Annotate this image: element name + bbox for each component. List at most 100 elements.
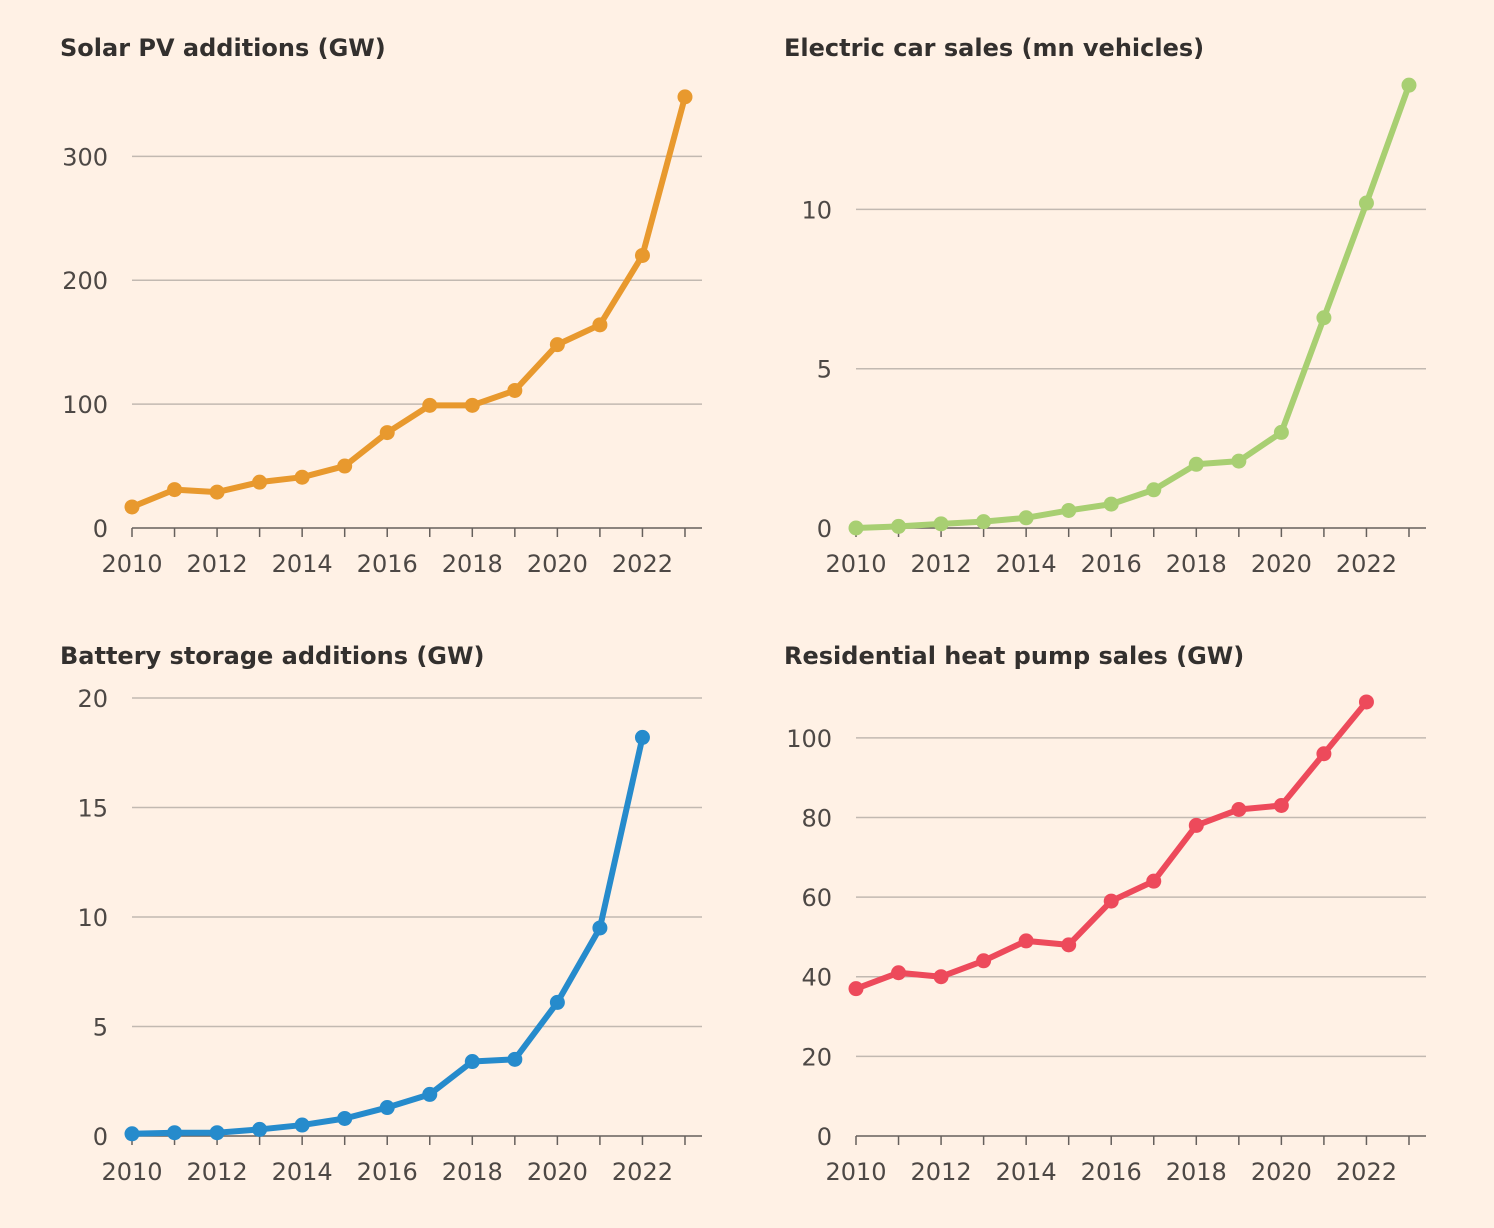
y-tick-label: 5 [817, 356, 832, 384]
data-point [252, 474, 268, 490]
x-tick-label: 2022 [612, 550, 673, 578]
y-tick-label: 60 [801, 884, 832, 912]
x-tick-label: 2018 [442, 1158, 503, 1186]
y-tick-label: 300 [62, 143, 108, 171]
x-tick-label: 2010 [101, 1158, 162, 1186]
data-point [1358, 694, 1374, 710]
line-chart-heat-pumps: 0 20 40 60 80 100 2010 2012 2014 2016 2018 2020 2022 [786, 694, 1426, 1186]
x-tick-label: 2010 [825, 550, 886, 578]
data-point [976, 514, 992, 530]
chart-panel-solar-pv: Solar PV additions (GW) 0 100 200 300 2010 20… [60, 0, 780, 600]
y-tick-label: 80 [801, 804, 832, 832]
x-tick-label: 2022 [1336, 550, 1397, 578]
x-tick-label: 2016 [357, 550, 418, 578]
data-point [1146, 873, 1162, 889]
x-tick-label: 2012 [911, 1158, 972, 1186]
data-point [252, 1121, 268, 1137]
y-tick-label: 10 [77, 904, 108, 932]
data-point [379, 1100, 395, 1116]
y-tick-label: 0 [817, 515, 832, 543]
data-point [634, 247, 650, 263]
data-point [592, 317, 608, 333]
data-point [209, 1125, 225, 1141]
x-tick-label: 2020 [527, 1158, 588, 1186]
y-tick-label: 100 [62, 391, 108, 419]
y-tick-label: 0 [817, 1123, 832, 1151]
data-point [549, 337, 565, 353]
x-tick-label: 2016 [1081, 1158, 1142, 1186]
x-tick-label: 2014 [996, 1158, 1057, 1186]
data-point [124, 1126, 140, 1142]
data-point [294, 1117, 310, 1133]
chart-panel-heat-pumps: Residential heat pump sales (GW) 0 20 40 60… [784, 608, 1494, 1208]
data-point [1018, 933, 1034, 949]
series-line [129, 93, 688, 510]
data-point [1231, 801, 1247, 817]
data-point [677, 89, 693, 105]
chart-panel-battery-storage: Battery storage additions (GW) 0 5 10 15 20 2… [60, 608, 780, 1208]
x-tick-label: 2014 [272, 1158, 333, 1186]
line-chart-solar-pv: 0 100 200 300 2010 2012 2014 2016 2018 2020 2022 [62, 89, 702, 578]
y-tick-label: 20 [77, 685, 108, 713]
data-point [1231, 453, 1247, 469]
data-point [933, 516, 949, 532]
x-tick-label: 2014 [996, 550, 1057, 578]
data-point [422, 397, 438, 413]
data-point [933, 969, 949, 985]
y-tick-label: 5 [93, 1014, 108, 1042]
data-point [422, 1086, 438, 1102]
y-tick-label: 0 [93, 1123, 108, 1151]
chart-title: Electric car sales (mn vehicles) [784, 34, 1205, 62]
data-point [507, 382, 523, 398]
data-point [1061, 937, 1077, 953]
y-tick-label: 200 [62, 267, 108, 295]
y-tick-label: 20 [801, 1043, 832, 1071]
data-point [549, 994, 565, 1010]
series-line [129, 734, 646, 1137]
x-tick-label: 2010 [825, 1158, 886, 1186]
x-tick-label: 2016 [357, 1158, 418, 1186]
x-tick-label: 2022 [1336, 1158, 1397, 1186]
data-point [1188, 817, 1204, 833]
data-point [848, 981, 864, 997]
data-point [1316, 746, 1332, 762]
x-tick-label: 2022 [612, 1158, 673, 1186]
data-point [1018, 510, 1034, 526]
y-tick-label: 10 [801, 196, 832, 224]
data-point [294, 469, 310, 485]
chart-title: Solar PV additions (GW) [60, 34, 386, 62]
data-point [1316, 310, 1332, 326]
x-tick-label: 2018 [1166, 550, 1227, 578]
data-point [1146, 482, 1162, 498]
x-tick-label: 2010 [101, 550, 162, 578]
data-point [167, 1125, 183, 1141]
x-tick-label: 2018 [1166, 1158, 1227, 1186]
x-tick-label: 2012 [187, 550, 248, 578]
series-line [853, 698, 1370, 992]
data-point [1273, 798, 1289, 814]
data-point [1103, 496, 1119, 512]
data-point [634, 729, 650, 745]
y-tick-label: 15 [77, 795, 108, 823]
data-point [1273, 424, 1289, 440]
x-tick-label: 2014 [272, 550, 333, 578]
data-point [379, 425, 395, 441]
data-point [124, 499, 140, 515]
data-point [1358, 195, 1374, 211]
x-tick-label: 2012 [187, 1158, 248, 1186]
data-point [209, 484, 225, 500]
chart-title: Battery storage additions (GW) [60, 642, 485, 670]
data-point [1061, 502, 1077, 518]
data-point [464, 1054, 480, 1070]
line-chart-battery-storage: 0 5 10 15 20 2010 2012 2014 2016 2018 2020 2022 [77, 685, 702, 1186]
data-point [1188, 456, 1204, 472]
data-point [507, 1051, 523, 1067]
data-point [464, 397, 480, 413]
y-tick-label: 0 [93, 515, 108, 543]
data-point [1103, 893, 1119, 909]
x-tick-label: 2020 [1251, 550, 1312, 578]
x-tick-label: 2016 [1081, 550, 1142, 578]
data-point [337, 1110, 353, 1126]
x-tick-label: 2020 [1251, 1158, 1312, 1186]
